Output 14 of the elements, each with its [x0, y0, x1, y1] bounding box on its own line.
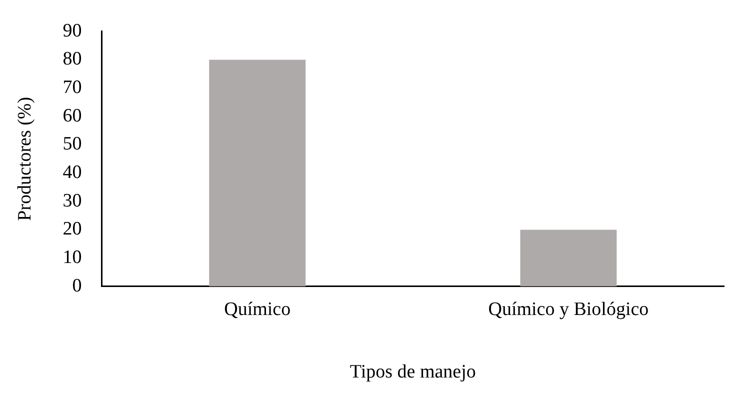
y-tick-label: 40: [62, 162, 82, 184]
y-tick-label: 70: [62, 77, 82, 98]
y-tick-label: 90: [62, 20, 82, 42]
y-tick-label: 80: [62, 48, 82, 70]
x-tick-label: Químico y Biológico: [488, 298, 649, 320]
y-axis-title: Productores (%): [14, 96, 36, 221]
x-axis-title: Tipos de manejo: [350, 362, 476, 383]
y-tick-label: 50: [62, 134, 82, 155]
x-tick-label: Químico: [224, 298, 291, 320]
y-tick-label: 60: [62, 105, 82, 126]
y-tick-label: 30: [62, 190, 82, 212]
y-tick-label: 10: [62, 247, 82, 268]
y-tick-label: 0: [72, 275, 82, 296]
y-tick-label: 20: [62, 218, 82, 240]
